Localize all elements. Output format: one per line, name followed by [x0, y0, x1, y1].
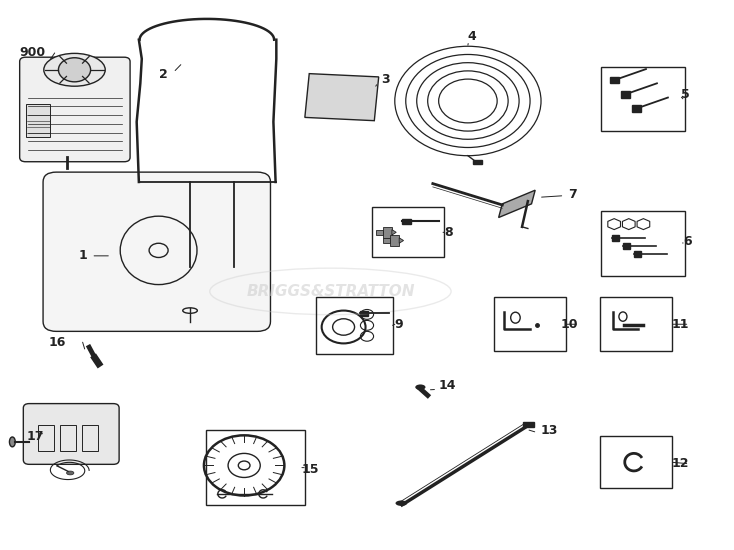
Text: 10: 10 [561, 318, 578, 331]
Bar [634, 251, 642, 257]
Bar [633, 106, 642, 112]
Text: 16: 16 [49, 336, 66, 349]
FancyBboxPatch shape [23, 404, 119, 464]
Bar [372, 207, 444, 257]
Bar [402, 219, 411, 224]
Text: 15: 15 [301, 463, 319, 476]
Bar [473, 160, 482, 164]
Ellipse shape [44, 53, 105, 86]
Polygon shape [399, 238, 404, 243]
Text: 4: 4 [468, 30, 476, 43]
Text: 14: 14 [439, 379, 456, 392]
Bar [523, 422, 534, 427]
Bar [360, 311, 368, 316]
Text: 2: 2 [159, 68, 167, 81]
Text: 12: 12 [671, 457, 688, 470]
Bar [26, 104, 51, 137]
Ellipse shape [67, 471, 74, 475]
Polygon shape [392, 229, 396, 235]
Polygon shape [383, 227, 392, 238]
Text: 8: 8 [445, 226, 453, 239]
Bar [622, 91, 631, 98]
Text: 3: 3 [382, 73, 390, 86]
Polygon shape [376, 229, 383, 235]
Bar [600, 436, 672, 488]
Text: 6: 6 [683, 234, 691, 248]
Polygon shape [305, 74, 379, 120]
Bar [206, 430, 305, 505]
Circle shape [59, 58, 90, 82]
Bar [612, 235, 619, 240]
Text: 11: 11 [671, 318, 688, 331]
Text: 5: 5 [681, 88, 690, 101]
Text: BRIGGS&STRATTON: BRIGGS&STRATTON [246, 284, 415, 299]
Text: 7: 7 [568, 188, 577, 201]
Bar [38, 425, 54, 451]
Bar [600, 211, 685, 276]
Text: 17: 17 [27, 430, 45, 443]
Polygon shape [498, 190, 535, 218]
Text: 1: 1 [78, 249, 87, 262]
Bar [611, 77, 619, 84]
Bar [316, 297, 393, 354]
Bar [494, 298, 566, 351]
Text: 900: 900 [20, 46, 46, 59]
Text: 9: 9 [395, 318, 404, 331]
Polygon shape [390, 235, 399, 246]
Bar [600, 67, 685, 131]
Text: 13: 13 [541, 425, 559, 437]
Ellipse shape [10, 437, 15, 447]
Ellipse shape [415, 384, 426, 390]
Bar [60, 425, 76, 451]
Polygon shape [383, 238, 390, 243]
Ellipse shape [396, 500, 407, 506]
FancyBboxPatch shape [43, 172, 270, 331]
Bar [600, 298, 672, 351]
Bar [623, 243, 631, 249]
Bar [81, 425, 98, 451]
FancyBboxPatch shape [20, 57, 130, 162]
